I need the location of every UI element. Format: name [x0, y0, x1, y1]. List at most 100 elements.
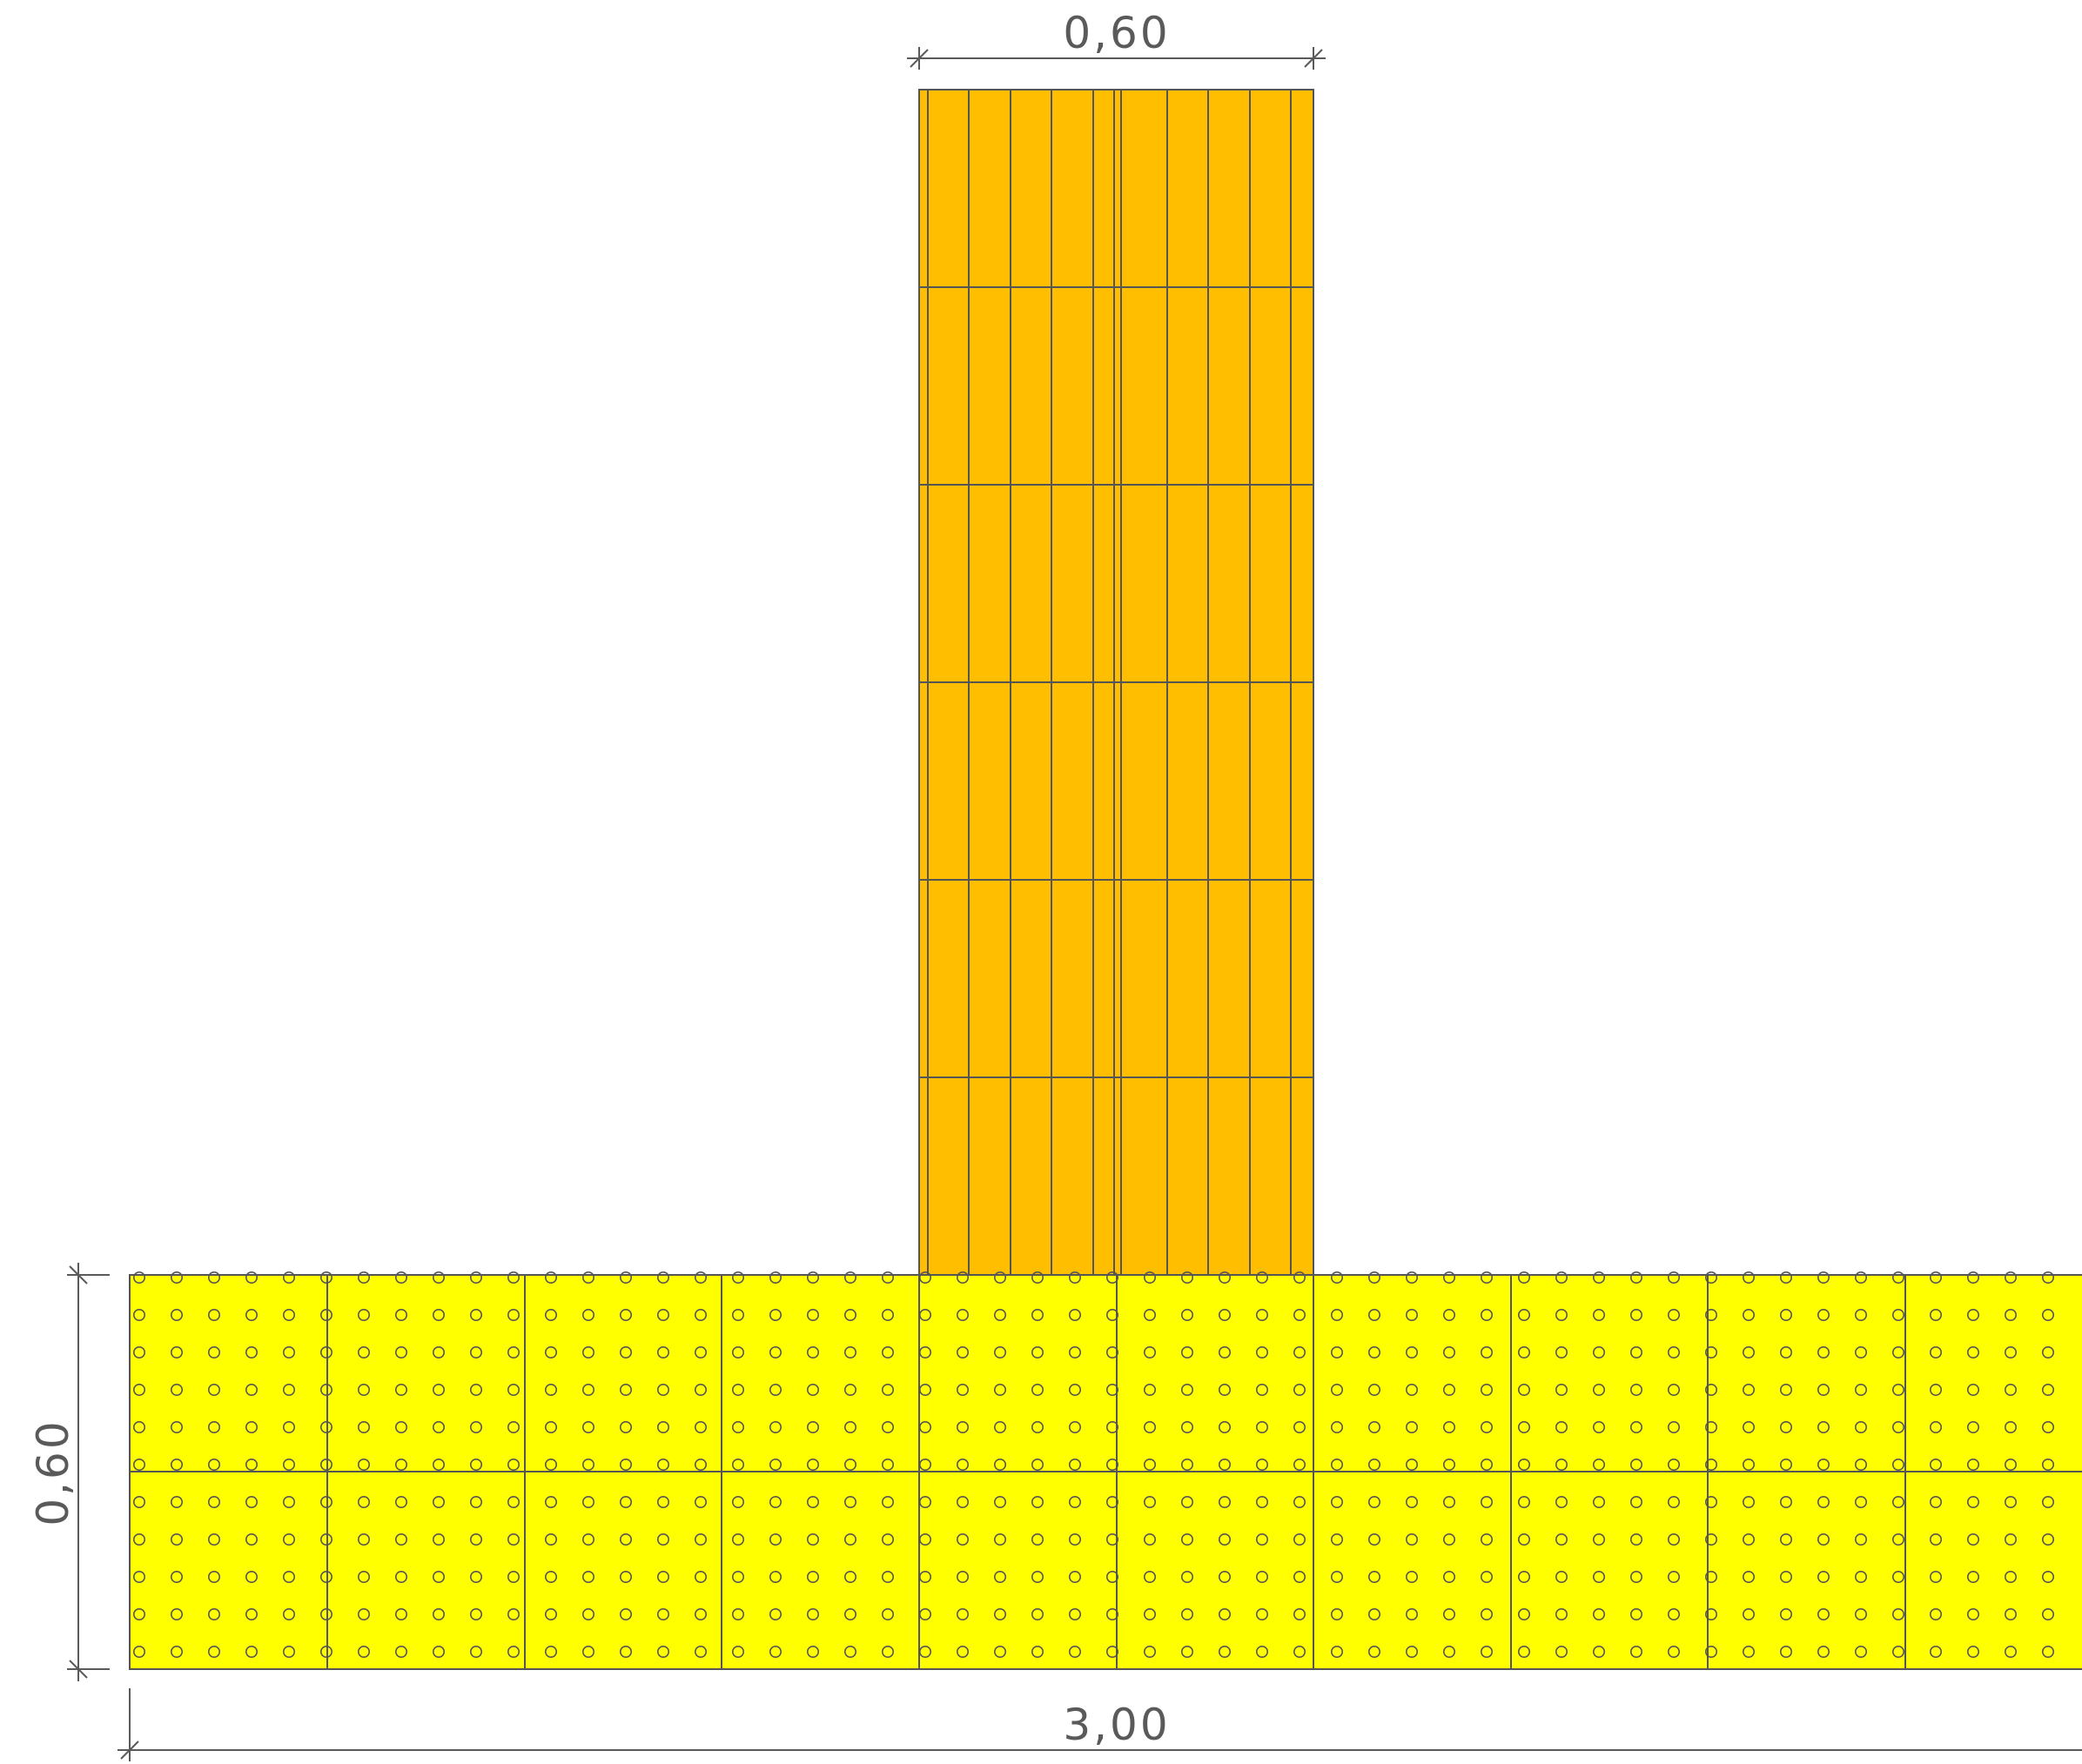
hatch-circle: [1705, 1421, 1718, 1434]
hatch-circle: [282, 1496, 295, 1509]
hatch-circle: [1518, 1496, 1531, 1509]
hatch-circle: [1780, 1608, 1793, 1621]
hatch-circle: [1555, 1384, 1568, 1397]
hatch-circle: [806, 1646, 819, 1659]
hatch-circle: [1743, 1459, 1756, 1472]
hatch-circle: [245, 1496, 258, 1509]
hatch-circle: [994, 1309, 1007, 1322]
hatch-circle: [994, 1459, 1007, 1472]
hatch-circle: [1331, 1608, 1344, 1621]
hatch-circle: [919, 1533, 932, 1546]
hatch-circle: [245, 1646, 258, 1659]
hatch-circle: [507, 1421, 520, 1434]
hatch-circle: [919, 1421, 932, 1434]
hatch-circle: [1293, 1271, 1306, 1284]
hatch-circle: [1593, 1271, 1606, 1284]
hatch-circle: [1518, 1271, 1531, 1284]
hatch-circle: [919, 1271, 932, 1284]
hatch-circle: [994, 1496, 1007, 1509]
hatch-circle: [1593, 1496, 1606, 1509]
hatch-circle: [2042, 1459, 2055, 1472]
hatch-circle: [581, 1571, 594, 1584]
hatch-circle: [2042, 1571, 2055, 1584]
hatch-circle: [1668, 1309, 1681, 1322]
hatch-circle: [544, 1571, 557, 1584]
hatch-circle: [581, 1346, 594, 1359]
hatch-circle: [1481, 1571, 1494, 1584]
hatch-circle: [1181, 1384, 1194, 1397]
hatch-circle: [1967, 1421, 1980, 1434]
hatch-circle: [1256, 1608, 1269, 1621]
hatch-circle: [2005, 1571, 2018, 1584]
hatch-circle: [432, 1384, 445, 1397]
hatch-circle: [507, 1346, 520, 1359]
hatch-circle: [919, 1459, 932, 1472]
hatch-circle: [1518, 1346, 1531, 1359]
hatch-circle: [1967, 1646, 1980, 1659]
hatch-circle: [2042, 1646, 2055, 1659]
hatch-circle: [1368, 1421, 1381, 1434]
hatch-circle: [432, 1346, 445, 1359]
column-width-dimension: [907, 47, 1326, 70]
hatch-circle: [1930, 1384, 1943, 1397]
hatch-circle: [694, 1271, 707, 1284]
hatch-circle: [171, 1608, 184, 1621]
hatch-circle: [133, 1346, 146, 1359]
hatch-circle: [881, 1533, 894, 1546]
hatch-circle: [1069, 1421, 1082, 1434]
hatch-circle: [957, 1346, 970, 1359]
hatch-circle: [2005, 1646, 2018, 1659]
hatch-circle: [319, 1271, 332, 1284]
hatch-circle: [1331, 1346, 1344, 1359]
hatch-circle: [171, 1571, 184, 1584]
hatch-circle: [619, 1571, 632, 1584]
footing-height-label: 0,60: [28, 1419, 78, 1526]
hatch-circle: [245, 1421, 258, 1434]
hatch-circle: [432, 1533, 445, 1546]
hatch-circle: [843, 1496, 856, 1509]
hatch-circle: [769, 1421, 782, 1434]
footing-height-dim-slash-top: [69, 1265, 88, 1284]
hatch-circle: [282, 1271, 295, 1284]
hatch-circle: [1518, 1384, 1531, 1397]
hatch-circle: [1481, 1309, 1494, 1322]
hatch-circle: [282, 1421, 295, 1434]
hatch-circle: [282, 1571, 295, 1584]
hatch-circle: [1256, 1571, 1269, 1584]
hatch-circle: [769, 1496, 782, 1509]
hatch-circle: [656, 1608, 669, 1621]
hatch-circle: [1705, 1646, 1718, 1659]
hatch-circle: [1293, 1459, 1306, 1472]
hatch-circle: [507, 1384, 520, 1397]
hatch-circle: [544, 1309, 557, 1322]
hatch-circle: [1743, 1271, 1756, 1284]
hatch-circle: [656, 1646, 669, 1659]
hatch-circle: [694, 1496, 707, 1509]
hatch-circle: [544, 1421, 557, 1434]
hatch-circle: [1144, 1571, 1157, 1584]
hatch-circle: [171, 1309, 184, 1322]
hatch-circle: [1630, 1384, 1643, 1397]
hatch-circle: [208, 1309, 221, 1322]
hatch-circle: [2042, 1608, 2055, 1621]
hatch-circle: [994, 1571, 1007, 1584]
hatch-circle: [319, 1346, 332, 1359]
hatch-circle: [919, 1571, 932, 1584]
hatch-circle: [994, 1384, 1007, 1397]
hatch-circle: [1144, 1608, 1157, 1621]
hatch-circle: [806, 1533, 819, 1546]
hatch-circle: [319, 1384, 332, 1397]
hatch-circle: [806, 1571, 819, 1584]
hatch-circle: [881, 1459, 894, 1472]
hatch-circle: [1555, 1496, 1568, 1509]
hatch-circle: [1069, 1384, 1082, 1397]
hatch-circle: [394, 1346, 407, 1359]
hatch-circle: [919, 1646, 932, 1659]
hatch-circle: [507, 1571, 520, 1584]
hatch-circle: [1855, 1533, 1868, 1546]
hatch-circle: [994, 1646, 1007, 1659]
hatch-circle: [245, 1309, 258, 1322]
hatch-circle: [469, 1608, 482, 1621]
hatch-circle: [1743, 1309, 1756, 1322]
hatch-circle: [769, 1309, 782, 1322]
